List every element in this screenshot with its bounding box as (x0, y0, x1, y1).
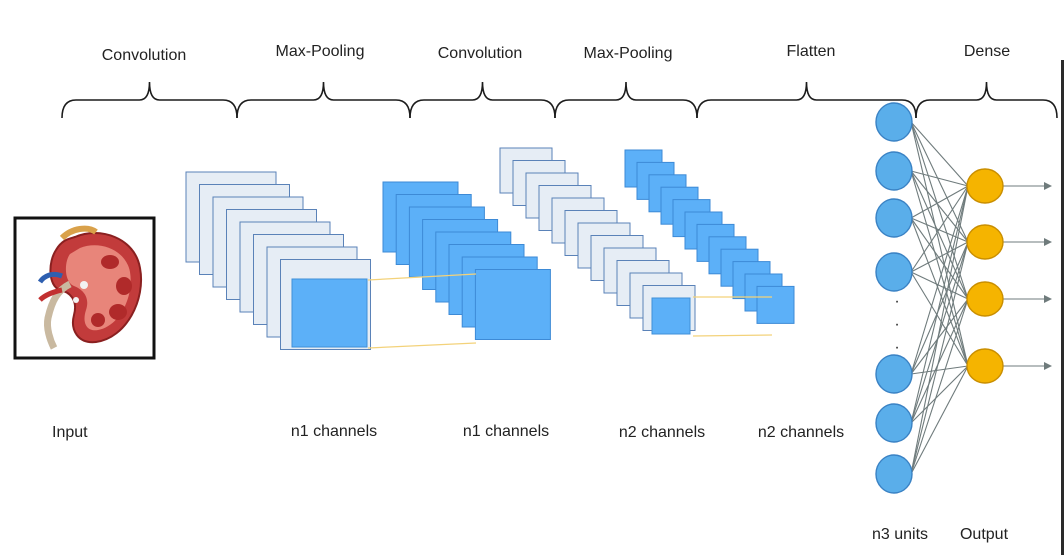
feature-map (756, 285, 795, 324)
curly-brace (696, 81, 917, 119)
connection-line (910, 185, 969, 424)
receptive-line (367, 342, 477, 349)
feature-maps-pool1 (382, 181, 551, 340)
stage-label-convolution-2: Convolution (438, 45, 523, 62)
hidden-neuron (875, 252, 913, 292)
output-arrowhead (1044, 182, 1052, 190)
ellipsis-dot: · (894, 339, 899, 356)
ellipsis-dot: · (894, 316, 899, 333)
hidden-neuron (875, 151, 913, 191)
stage-label-flatten: Flatten (787, 43, 836, 60)
hidden-neuron (875, 454, 913, 494)
ellipsis-dots: · · · (894, 293, 899, 356)
feature-map (474, 269, 551, 340)
output-neuron (966, 281, 1004, 317)
right-edge-border (1061, 60, 1064, 555)
stage-label-maxpooling-1: Max-Pooling (276, 43, 365, 60)
connection-line (910, 170, 969, 300)
output-arrowhead (1044, 362, 1052, 370)
connection-line (910, 298, 969, 424)
kidney-icon (37, 225, 143, 350)
feature-maps-pool2 (624, 149, 795, 324)
connection-line (910, 121, 969, 187)
connection-line (910, 298, 969, 375)
hidden-neuron (875, 354, 913, 394)
kernel-window (651, 297, 691, 335)
hidden-neuron (875, 198, 913, 238)
neurons (875, 102, 1004, 494)
connection-line (910, 170, 969, 243)
connection-line (910, 365, 969, 424)
connection-line (910, 185, 969, 375)
output-arrowhead (1044, 238, 1052, 246)
connection-line (910, 217, 969, 243)
curly-brace (409, 81, 556, 119)
connection-line (910, 121, 969, 300)
curly-brace (61, 81, 238, 119)
output-neuron (966, 348, 1004, 384)
connection-line (910, 241, 969, 475)
feature-maps-conv2 (499, 147, 696, 335)
label-n1-channels-a: n1 channels (291, 423, 377, 440)
hidden-neuron (875, 403, 913, 443)
connection-line (910, 271, 969, 300)
curly-brace (915, 81, 1058, 119)
label-n2-channels-b: n2 channels (758, 424, 844, 441)
input-image (13, 216, 156, 360)
hidden-neuron (875, 102, 913, 142)
label-n1-channels-b: n1 channels (463, 423, 549, 440)
connection-line (910, 365, 969, 475)
connection-line (910, 271, 969, 367)
connection-line (910, 298, 969, 475)
connection-line (910, 185, 969, 273)
stage-label-dense: Dense (964, 43, 1010, 60)
label-n2-channels-a: n2 channels (619, 424, 705, 441)
connection-line (910, 170, 969, 187)
output-neuron (966, 224, 1004, 260)
connection-line (910, 365, 969, 375)
connection-line (910, 217, 969, 300)
connection-line (910, 121, 969, 367)
curly-brace (554, 81, 698, 119)
stage-braces (61, 81, 1058, 119)
receptive-line (367, 273, 477, 281)
connection-line (910, 241, 969, 375)
label-output: Output (960, 526, 1009, 543)
connection-line (910, 170, 969, 367)
connection-line (910, 217, 969, 367)
label-input: Input (52, 424, 88, 441)
output-arrowhead (1044, 295, 1052, 303)
output-arrows (1002, 182, 1052, 370)
connection-line (910, 185, 969, 475)
kernel-window (291, 278, 368, 348)
dense-connections (910, 121, 969, 475)
output-neuron (966, 168, 1004, 204)
connection-line (910, 121, 969, 243)
receptive-line (692, 334, 773, 337)
stage-label-maxpooling-2: Max-Pooling (584, 45, 673, 62)
ellipsis-dot: · (894, 293, 899, 310)
stage-label-convolution-1: Convolution (102, 47, 187, 64)
feature-maps-conv1 (185, 171, 371, 350)
receptive-field-lines (367, 273, 773, 349)
connection-line (910, 241, 969, 273)
label-n3-units: n3 units (872, 526, 928, 543)
connection-line (910, 185, 969, 219)
curly-brace (236, 81, 411, 119)
